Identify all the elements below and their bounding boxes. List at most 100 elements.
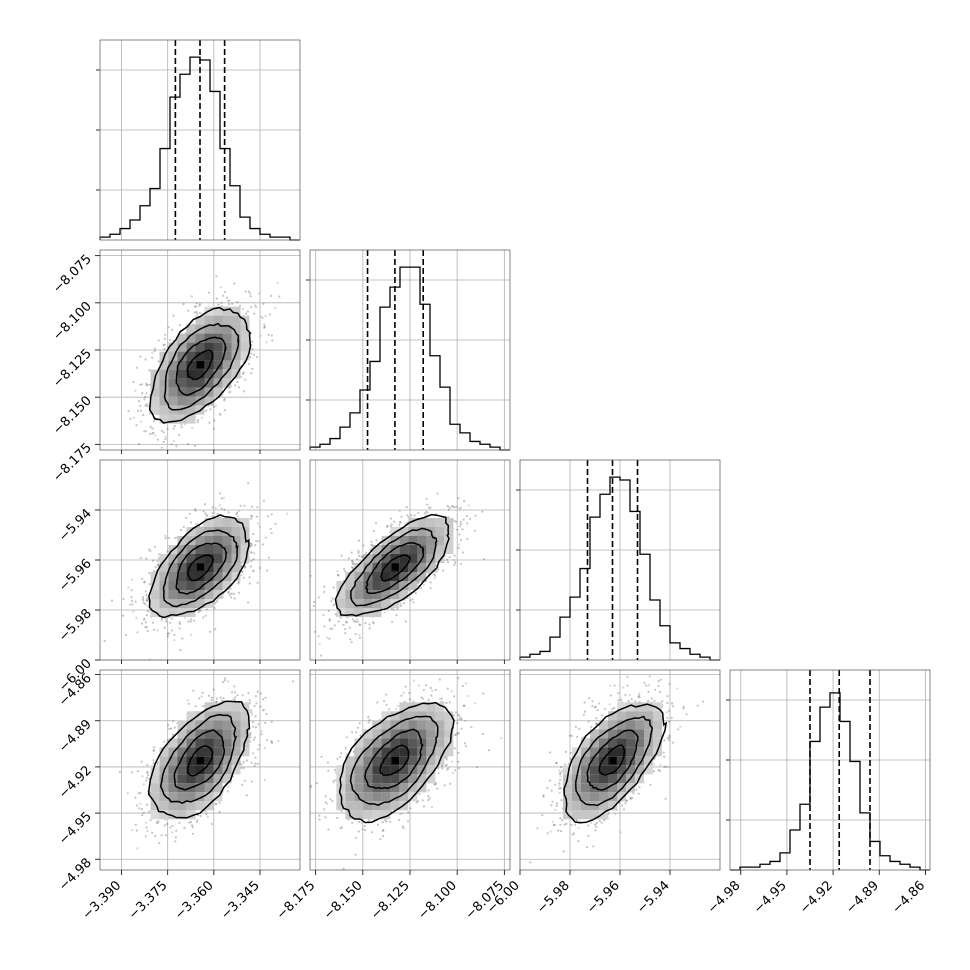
sample-point [134,823,137,826]
sample-point [286,512,289,515]
sample-point [554,783,557,786]
sample-point [262,499,265,502]
sample-point [259,334,262,337]
sample-point [141,775,144,778]
sample-point [658,769,662,773]
density-cell [399,747,409,757]
sample-point [529,861,532,864]
density-cell [435,518,445,527]
sample-point [146,803,149,806]
peak-marker [197,756,204,764]
sample-point [323,590,326,594]
sample-point [219,413,222,416]
sample-point [164,435,167,438]
sample-point [670,716,673,719]
sample-point [153,350,156,353]
density-cell [390,545,400,554]
sample-point [457,677,460,680]
sample-point [140,760,143,763]
sample-point [635,788,638,791]
density-cell [381,810,391,820]
sample-point [402,691,405,695]
sample-point [144,621,147,624]
y-tick-label: −4.92 [56,763,95,802]
sample-point [244,290,247,293]
density-cell [177,792,187,802]
sample-point [356,558,359,561]
density-cell [417,545,427,554]
density-cell [231,765,241,775]
density-cell [635,756,644,766]
density-cell [222,756,232,766]
sample-point [357,539,361,542]
density-cell [372,608,382,617]
sample-point [647,684,651,687]
sample-point [124,634,127,637]
sample-point [250,505,253,508]
sample-point [422,805,425,808]
sample-point [222,496,226,499]
density-cell [213,590,223,599]
sample-point [463,500,466,503]
contour-line [334,513,450,617]
sample-point [222,696,225,700]
density-cell [381,720,391,730]
sample-point [166,739,169,742]
sample-point [171,328,174,331]
sample-point [143,580,146,584]
sample-point [187,309,190,312]
contour-line [173,728,226,791]
sample-point [351,731,354,734]
density-cell [426,774,436,784]
sample-point [212,427,215,430]
sample-point [611,707,614,711]
density-cell [581,801,590,811]
sample-point [334,779,337,782]
sample-point [407,811,410,814]
sample-point [141,622,144,625]
sample-point [250,780,253,783]
density-cell [563,792,572,802]
density-cell [408,518,418,527]
sample-point [210,699,213,702]
sample-point [407,516,410,519]
sample-point [559,817,562,820]
sample-point [182,303,185,306]
sample-point [358,633,361,637]
sample-point [216,512,219,516]
sample-point [195,302,198,305]
density-cell [372,774,382,784]
density-cell [390,792,400,802]
sample-point [349,638,352,641]
density-cell [231,315,241,325]
density-cell [426,545,436,554]
sample-point [339,827,342,830]
contour-line [349,715,439,807]
density-cell [581,774,590,784]
density-cell [372,572,382,581]
sample-point [142,783,145,786]
density-cell [426,729,436,739]
sample-point [367,721,370,724]
density-cell [417,783,427,793]
sample-point [103,640,106,643]
sample-point [139,355,142,358]
x-tick-label: −8.175 [274,878,319,923]
density-cell [390,747,400,757]
density-cell [626,765,635,775]
sample-point [357,551,360,555]
sample-point [453,506,456,509]
sample-point [144,590,147,593]
sample-point [260,733,263,736]
sample-point [223,508,226,511]
sample-point [401,825,404,828]
histogram-step [519,476,720,661]
density-cell [150,801,160,811]
sample-point [381,820,384,824]
density-cell [426,554,436,563]
sample-point [617,692,620,695]
sample-point [368,627,371,630]
sample-point [142,811,145,814]
density-cell [177,563,187,572]
sample-point [256,664,258,666]
